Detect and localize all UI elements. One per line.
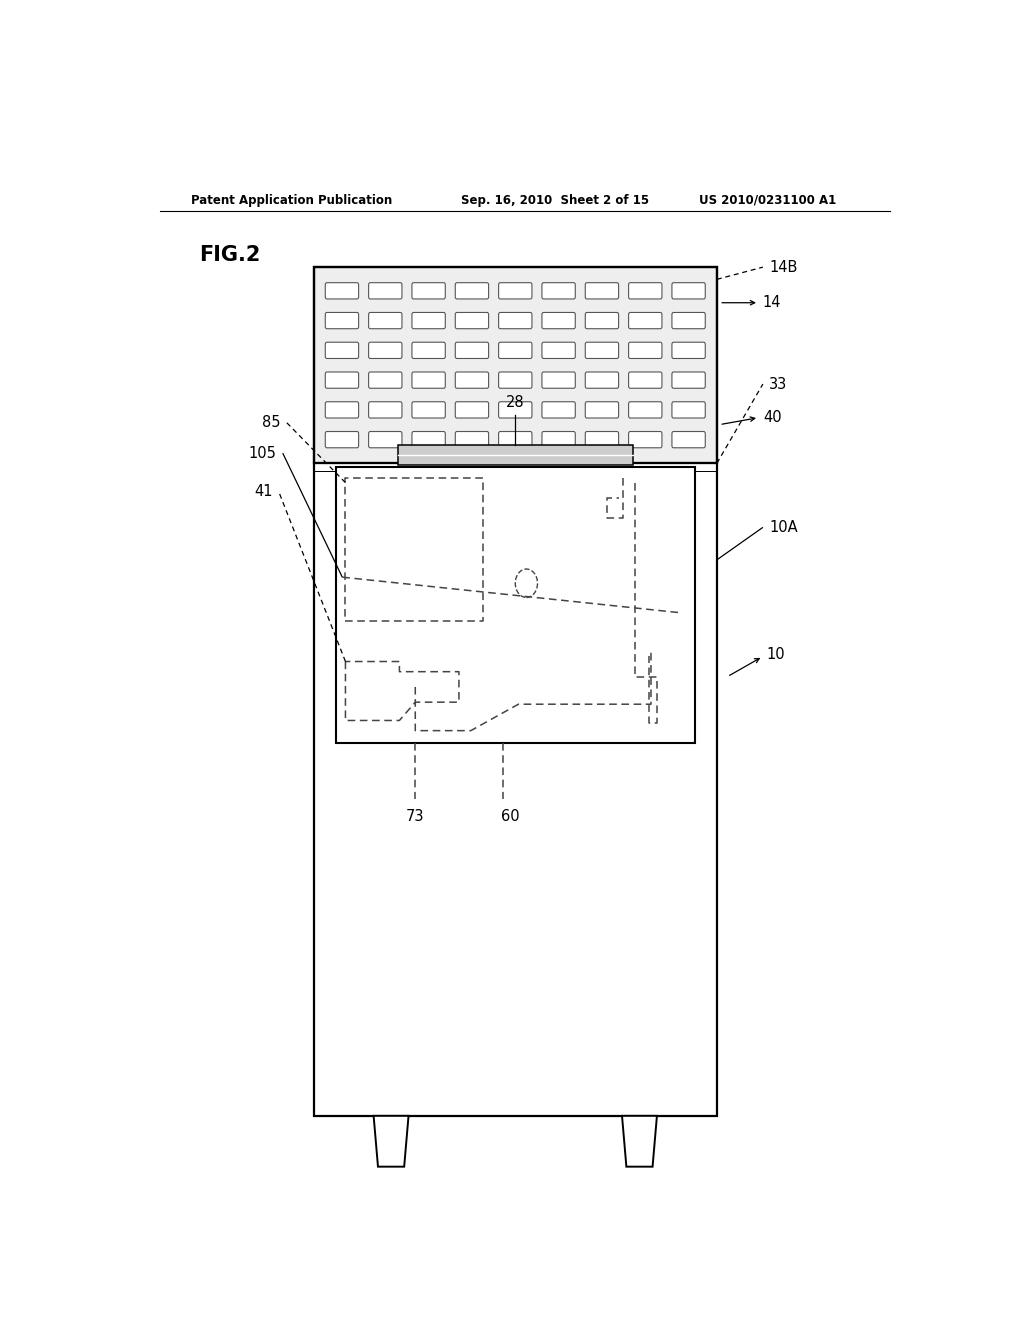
Text: 14B: 14B [769, 260, 798, 275]
FancyBboxPatch shape [456, 282, 488, 298]
FancyBboxPatch shape [586, 401, 618, 418]
Polygon shape [336, 467, 694, 743]
FancyBboxPatch shape [586, 432, 618, 447]
Text: 28: 28 [506, 396, 524, 411]
Text: 41: 41 [254, 484, 272, 499]
FancyBboxPatch shape [369, 342, 402, 359]
FancyBboxPatch shape [412, 432, 445, 447]
FancyBboxPatch shape [456, 432, 488, 447]
Text: 60: 60 [501, 809, 520, 824]
FancyBboxPatch shape [369, 282, 402, 298]
Text: 10: 10 [767, 647, 785, 661]
FancyBboxPatch shape [499, 342, 531, 359]
Polygon shape [622, 1115, 657, 1167]
Text: 40: 40 [763, 411, 781, 425]
Text: 14: 14 [763, 296, 781, 310]
FancyBboxPatch shape [369, 313, 402, 329]
Text: Sep. 16, 2010  Sheet 2 of 15: Sep. 16, 2010 Sheet 2 of 15 [461, 194, 649, 206]
FancyBboxPatch shape [672, 401, 706, 418]
FancyBboxPatch shape [629, 342, 662, 359]
Text: US 2010/0231100 A1: US 2010/0231100 A1 [699, 194, 837, 206]
FancyBboxPatch shape [542, 342, 575, 359]
FancyBboxPatch shape [369, 401, 402, 418]
FancyBboxPatch shape [499, 432, 531, 447]
FancyBboxPatch shape [326, 313, 358, 329]
FancyBboxPatch shape [369, 372, 402, 388]
FancyBboxPatch shape [369, 432, 402, 447]
Polygon shape [374, 1115, 409, 1167]
FancyBboxPatch shape [499, 313, 531, 329]
FancyBboxPatch shape [586, 372, 618, 388]
Text: FIG.2: FIG.2 [200, 246, 261, 265]
Text: 85: 85 [262, 416, 281, 430]
FancyBboxPatch shape [542, 372, 575, 388]
Text: 73: 73 [407, 809, 425, 824]
FancyBboxPatch shape [672, 342, 706, 359]
FancyBboxPatch shape [412, 372, 445, 388]
FancyBboxPatch shape [326, 282, 358, 298]
Text: 10A: 10A [769, 520, 798, 535]
FancyBboxPatch shape [629, 401, 662, 418]
FancyBboxPatch shape [456, 372, 488, 388]
FancyBboxPatch shape [499, 401, 531, 418]
FancyBboxPatch shape [586, 282, 618, 298]
FancyBboxPatch shape [499, 282, 531, 298]
FancyBboxPatch shape [499, 372, 531, 388]
FancyBboxPatch shape [412, 282, 445, 298]
Polygon shape [313, 267, 717, 463]
FancyBboxPatch shape [672, 432, 706, 447]
FancyBboxPatch shape [629, 282, 662, 298]
FancyBboxPatch shape [672, 282, 706, 298]
FancyBboxPatch shape [412, 401, 445, 418]
Text: 105: 105 [249, 446, 276, 461]
FancyBboxPatch shape [629, 313, 662, 329]
FancyBboxPatch shape [542, 313, 575, 329]
FancyBboxPatch shape [629, 372, 662, 388]
FancyBboxPatch shape [586, 342, 618, 359]
FancyBboxPatch shape [326, 401, 358, 418]
Text: 33: 33 [769, 376, 787, 392]
FancyBboxPatch shape [456, 342, 488, 359]
FancyBboxPatch shape [542, 401, 575, 418]
FancyBboxPatch shape [326, 342, 358, 359]
FancyBboxPatch shape [456, 401, 488, 418]
FancyBboxPatch shape [586, 313, 618, 329]
FancyBboxPatch shape [542, 432, 575, 447]
FancyBboxPatch shape [412, 342, 445, 359]
FancyBboxPatch shape [672, 313, 706, 329]
FancyBboxPatch shape [412, 313, 445, 329]
FancyBboxPatch shape [326, 432, 358, 447]
FancyBboxPatch shape [326, 372, 358, 388]
FancyBboxPatch shape [542, 282, 575, 298]
Polygon shape [397, 445, 633, 466]
FancyBboxPatch shape [456, 313, 488, 329]
Text: Patent Application Publication: Patent Application Publication [191, 194, 393, 206]
FancyBboxPatch shape [629, 432, 662, 447]
FancyBboxPatch shape [672, 372, 706, 388]
